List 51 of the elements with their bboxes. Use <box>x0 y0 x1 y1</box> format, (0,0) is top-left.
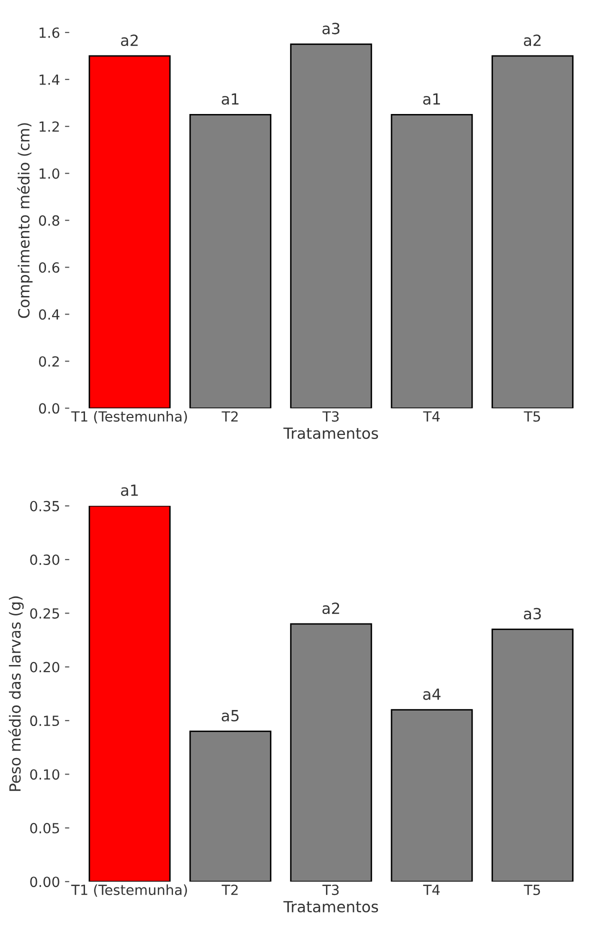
bar <box>88 506 171 882</box>
y-tick-label: 1.0 <box>40 168 60 179</box>
x-tick-label: T4 <box>423 884 440 895</box>
y-tick-label: 0.4 <box>39 309 60 320</box>
x-axis-title: Tratamentos <box>283 428 378 440</box>
x-tick-label: T5 <box>524 884 540 896</box>
y-tick-label: 0.25 <box>30 608 59 619</box>
annotation: a2 <box>121 34 138 46</box>
annotation: a5 <box>222 710 239 722</box>
y-tick-label: 0.00 <box>30 876 60 888</box>
y-axis-title: Comprimento médio (cm) <box>17 123 33 318</box>
y-tick-label: 0.0 <box>39 403 60 414</box>
y-tick-label: 1.2 <box>40 121 59 132</box>
x-tick-label: T4 <box>423 411 440 422</box>
y-axis-title: Peso médio das larvas (g) <box>8 596 24 791</box>
y-tick-label: 0.35 <box>30 500 59 512</box>
bar <box>390 709 473 882</box>
x-tick-label: T2 <box>222 411 238 422</box>
x-tick-label: T3 <box>322 411 339 422</box>
y-tick-label: 0.6 <box>39 262 60 273</box>
y-tick-label: 1.6 <box>40 27 60 38</box>
bar <box>290 44 372 408</box>
x-tick-label: T1 (Testemunha) <box>71 410 187 424</box>
x-tick-label: T3 <box>322 884 339 896</box>
bar <box>290 623 372 882</box>
bar <box>390 114 473 408</box>
annotation: a4 <box>423 688 441 700</box>
bar <box>189 730 272 882</box>
annotation: a3 <box>524 608 541 620</box>
y-tick-label: 0.20 <box>30 662 60 672</box>
x-axis-title: Tratamentos <box>283 901 378 912</box>
y-tick-label: 0.2 <box>39 356 59 367</box>
bar <box>88 55 171 408</box>
annotation: a1 <box>423 93 440 105</box>
bar <box>189 114 272 408</box>
x-tick-label: T1 (Testemunha) <box>71 884 187 897</box>
annotation: a2 <box>524 34 541 46</box>
annotation: a3 <box>322 22 340 34</box>
y-tick-label: 0.8 <box>39 215 60 226</box>
x-tick-label: T5 <box>524 411 540 422</box>
bar <box>492 628 574 882</box>
y-tick-label: 0.30 <box>30 554 60 566</box>
y-tick-label: 0.05 <box>30 822 59 834</box>
annotation: a1 <box>222 93 239 105</box>
bar <box>492 55 574 408</box>
x-tick-label: T2 <box>222 884 238 895</box>
y-tick-label: 1.4 <box>40 74 60 85</box>
y-tick-label: 0.15 <box>30 716 59 726</box>
annotation: a1 <box>121 484 138 496</box>
annotation: a2 <box>322 602 340 614</box>
y-tick-label: 0.10 <box>30 769 60 780</box>
